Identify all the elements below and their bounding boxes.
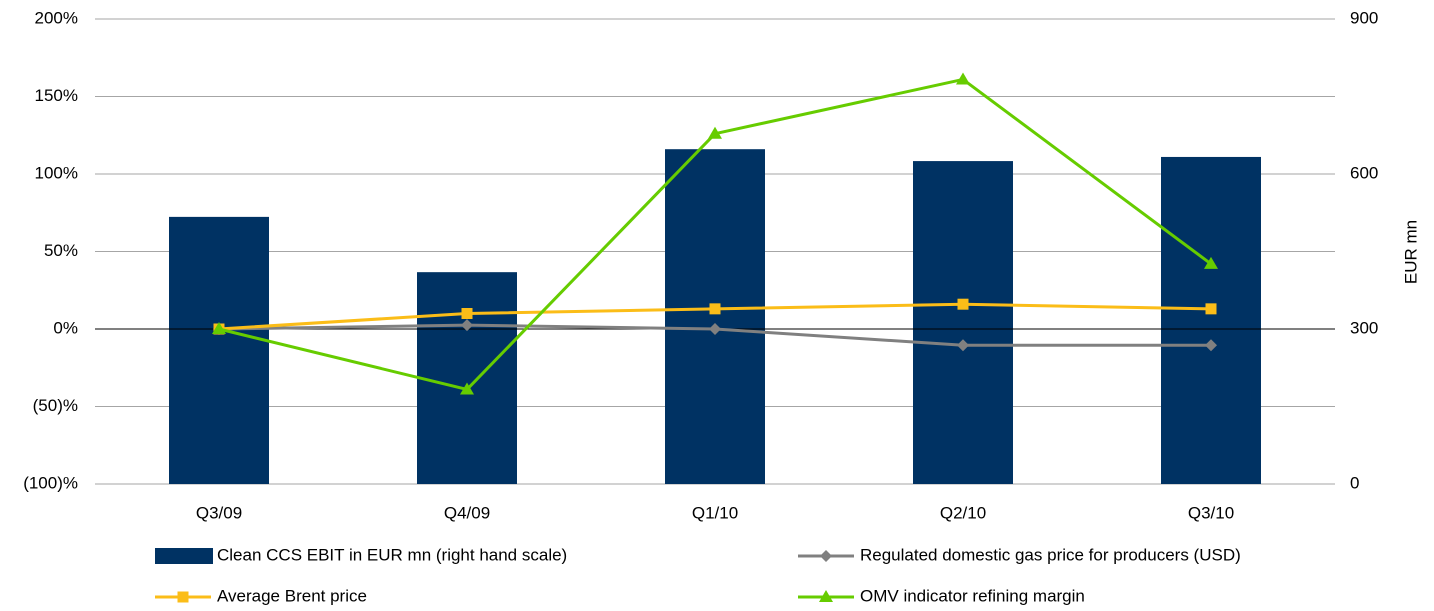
- y-tick-label: (50)%: [33, 396, 78, 415]
- line-marker: [1204, 256, 1218, 269]
- line-marker: [461, 319, 473, 332]
- legend-label: OMV indicator refining margin: [860, 586, 1085, 605]
- line-marker: [957, 339, 969, 352]
- y2-tick-label: 0: [1350, 473, 1359, 492]
- legend-marker: [820, 550, 832, 562]
- line-marker: [460, 382, 474, 395]
- line-marker: [212, 322, 226, 334]
- y2-tick-label: 300: [1350, 318, 1378, 337]
- legend-label: Average Brent price: [217, 586, 367, 605]
- y2-tick-label: 900: [1350, 8, 1378, 27]
- x-tick-label: Q1/10: [692, 503, 738, 522]
- legend-marker: [819, 590, 833, 602]
- y2-axis-label: EUR mn: [1401, 220, 1420, 284]
- bar: [169, 216, 269, 484]
- bar: [1161, 156, 1261, 484]
- y-tick-label: 150%: [35, 86, 78, 105]
- legend-swatch: [155, 548, 213, 564]
- x-tick-label: Q3/10: [1188, 503, 1234, 522]
- legend-label: Clean CCS EBIT in EUR mn (right hand sca…: [217, 545, 567, 564]
- line-marker: [709, 323, 721, 335]
- x-tick-label: Q4/09: [444, 503, 490, 522]
- line-marker: [956, 72, 970, 85]
- legend-label: Regulated domestic gas price for produce…: [860, 545, 1241, 564]
- x-tick-label: Q2/10: [940, 503, 986, 522]
- x-tick-label: Q3/09: [196, 503, 242, 522]
- bar: [665, 149, 765, 484]
- line-marker: [708, 126, 722, 139]
- legend-marker: [177, 591, 189, 603]
- y-tick-label: 50%: [44, 241, 78, 260]
- y2-tick-label: 600: [1350, 163, 1378, 182]
- y-tick-label: (100)%: [23, 473, 78, 492]
- y-tick-label: 100%: [35, 163, 78, 182]
- y-tick-label: 0%: [53, 318, 78, 337]
- line-marker: [709, 303, 721, 315]
- y-tick-label: 200%: [35, 8, 78, 27]
- bar: [913, 161, 1013, 485]
- bar: [417, 272, 517, 484]
- line-marker: [957, 298, 969, 310]
- line-marker: [461, 308, 473, 319]
- line-marker: [1205, 303, 1217, 315]
- line-marker: [1205, 339, 1217, 352]
